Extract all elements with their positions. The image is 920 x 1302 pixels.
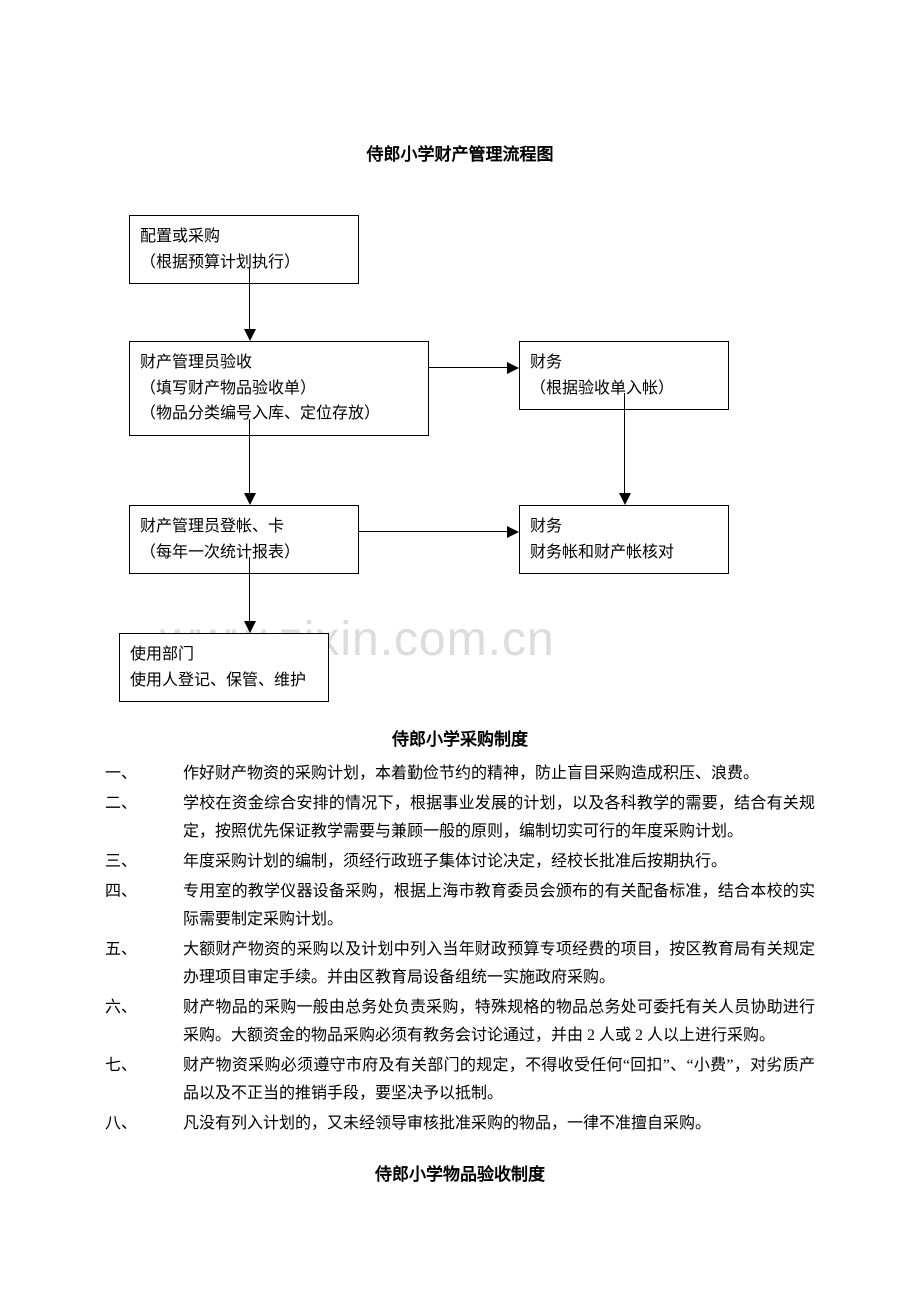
node-line: 财务 xyxy=(530,514,718,540)
arrow-head-icon xyxy=(619,493,631,505)
page-title-1: 侍郎小学财产管理流程图 xyxy=(105,140,815,165)
flowchart-edge xyxy=(249,557,250,623)
list-item-number: 五、 xyxy=(105,936,183,992)
node-line: 财务帐和财产帐核对 xyxy=(530,540,718,566)
arrow-head-icon xyxy=(507,362,519,374)
node-line: （每年一次统计报表） xyxy=(140,540,348,566)
flowchart-node: 配置或采购（根据预算计划执行） xyxy=(129,215,359,284)
arrow-head-icon xyxy=(244,621,256,633)
list-item-number: 四、 xyxy=(105,878,183,934)
section-title-2: 侍郎小学采购制度 xyxy=(105,725,815,750)
list-item: 六、财产物品的采购一般由总务处负责采购，特殊规格的物品总务处可委托有关人员协助进… xyxy=(105,994,815,1050)
node-line: （根据预算计划执行） xyxy=(140,250,348,276)
list-item-number: 八、 xyxy=(105,1110,183,1138)
list-item-text: 财产物资采购必须遵守市府及有关部门的规定，不得收受任何“回扣”、“小费”，对劣质… xyxy=(183,1052,815,1108)
flowchart-node: 财产管理员登帐、卡（每年一次统计报表） xyxy=(129,505,359,574)
list-item-text: 大额财产物资的采购以及计划中列入当年财政预算专项经费的项目，按区教育局有关规定办… xyxy=(183,936,815,992)
list-item-number: 一、 xyxy=(105,760,183,788)
flowchart-node: 使用部门使用人登记、保管、维护 xyxy=(119,633,329,702)
list-item-number: 二、 xyxy=(105,790,183,846)
flowchart-edge xyxy=(429,367,509,368)
list-item: 二、学校在资金综合安排的情况下，根据事业发展的计划，以及各科教学的需要，结合有关… xyxy=(105,790,815,846)
node-line: 财产管理员登帐、卡 xyxy=(140,514,348,540)
flowchart-node: 财务财务帐和财产帐核对 xyxy=(519,505,729,574)
list-item-text: 作好财产物资的采购计划，本着勤俭节约的精神，防止盲目采购造成积压、浪费。 xyxy=(183,760,815,788)
node-line: 财产管理员验收 xyxy=(140,350,418,376)
flowchart-edge xyxy=(624,393,625,495)
list-item-text: 年度采购计划的编制，须经行政班子集体讨论决定，经校长批准后按期执行。 xyxy=(183,848,815,876)
policy-list: 一、作好财产物资的采购计划，本着勤俭节约的精神，防止盲目采购造成积压、浪费。二、… xyxy=(105,760,815,1138)
node-line: （填写财产物品验收单） xyxy=(140,376,418,402)
page-container: 侍郎小学财产管理流程图 配置或采购（根据预算计划执行） 财产管理员验收（填写财产物… xyxy=(0,0,920,1185)
node-line: 使用部门 xyxy=(130,642,318,668)
flowchart-edge xyxy=(249,419,250,495)
list-item-number: 六、 xyxy=(105,994,183,1050)
arrow-head-icon xyxy=(244,493,256,505)
flowchart: 配置或采购（根据预算计划执行） 财产管理员验收（填写财产物品验收单）（物品分类编号… xyxy=(119,215,819,705)
list-item: 七、财产物资采购必须遵守市府及有关部门的规定，不得收受任何“回扣”、“小费”，对… xyxy=(105,1052,815,1108)
list-item-text: 学校在资金综合安排的情况下，根据事业发展的计划，以及各科教学的需要，结合有关规定… xyxy=(183,790,815,846)
list-item-text: 凡没有列入计划的，又未经领导审核批准采购的物品，一律不准擅自采购。 xyxy=(183,1110,815,1138)
flowchart-edge xyxy=(359,531,509,532)
arrow-head-icon xyxy=(244,329,256,341)
arrow-head-icon xyxy=(507,526,519,538)
node-line: 使用人登记、保管、维护 xyxy=(130,668,318,694)
node-line: （物品分类编号入库、定位存放） xyxy=(140,401,418,427)
node-line: 财务 xyxy=(530,350,718,376)
list-item-number: 三、 xyxy=(105,848,183,876)
list-item: 四、专用室的教学仪器设备采购，根据上海市教育委员会颁布的有关配备标准，结合本校的… xyxy=(105,878,815,934)
section-title-3: 侍郎小学物品验收制度 xyxy=(105,1160,815,1185)
list-item-text: 财产物品的采购一般由总务处负责采购，特殊规格的物品总务处可委托有关人员协助进行采… xyxy=(183,994,815,1050)
node-line: 配置或采购 xyxy=(140,224,348,250)
list-item: 三、年度采购计划的编制，须经行政班子集体讨论决定，经校长批准后按期执行。 xyxy=(105,848,815,876)
flowchart-node: 财产管理员验收（填写财产物品验收单）（物品分类编号入库、定位存放） xyxy=(129,341,429,436)
list-item: 五、大额财产物资的采购以及计划中列入当年财政预算专项经费的项目，按区教育局有关规… xyxy=(105,936,815,992)
list-item-text: 专用室的教学仪器设备采购，根据上海市教育委员会颁布的有关配备标准，结合本校的实际… xyxy=(183,878,815,934)
list-item-number: 七、 xyxy=(105,1052,183,1108)
list-item: 一、作好财产物资的采购计划，本着勤俭节约的精神，防止盲目采购造成积压、浪费。 xyxy=(105,760,815,788)
list-item: 八、凡没有列入计划的，又未经领导审核批准采购的物品，一律不准擅自采购。 xyxy=(105,1110,815,1138)
flowchart-edge xyxy=(249,267,250,331)
